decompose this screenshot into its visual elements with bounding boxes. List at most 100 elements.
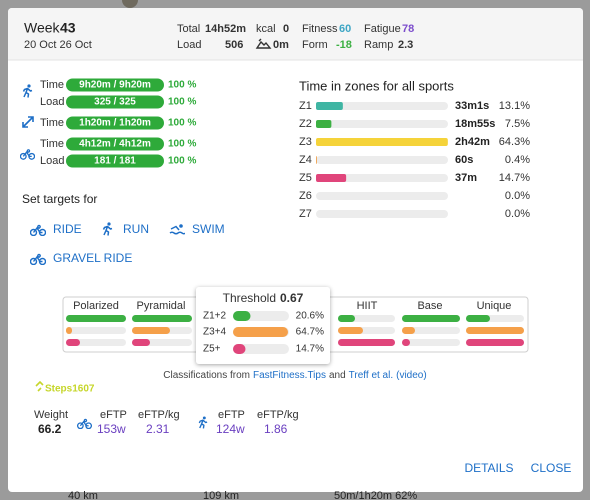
header-bar <box>8 8 583 60</box>
section-title: Set targets for <box>22 192 97 206</box>
metric: 153w <box>97 422 126 436</box>
bar <box>466 339 524 346</box>
target-bar <box>66 78 164 92</box>
header-text: Ramp <box>364 39 393 51</box>
target-percent: 100 % <box>168 139 196 150</box>
bar <box>466 327 524 334</box>
bar <box>402 339 410 346</box>
zone-name: Z2 <box>299 118 312 130</box>
header-text: 0m <box>273 39 289 51</box>
target-bar <box>66 154 164 168</box>
sport-button[interactable]: RUN <box>123 222 149 236</box>
popup-bar <box>233 344 246 354</box>
track <box>402 327 460 334</box>
header-text: 0 <box>283 23 289 35</box>
target-label: Load <box>40 155 64 167</box>
section-title: Time in zones for all sports <box>299 78 454 93</box>
card-title: Unique <box>477 300 512 312</box>
steps-icon <box>35 380 44 392</box>
header-text: 20 Oct 26 Oct <box>24 39 92 51</box>
bar <box>132 339 150 346</box>
target-value: 1h20m / 1h20m <box>79 118 151 129</box>
popup-bar <box>233 327 288 337</box>
header-text: Form <box>302 39 328 51</box>
zone-bar <box>316 138 448 146</box>
zone-percent: 64.3% <box>499 136 530 148</box>
metric: eFTP/kg <box>138 409 180 421</box>
metric: eFTP <box>218 409 245 421</box>
zone-percent: 0.0% <box>505 190 530 202</box>
track <box>66 327 126 334</box>
target-value: 4h12m / 4h12m <box>79 139 151 150</box>
zone-name: Z7 <box>299 208 312 220</box>
metric: Weight <box>34 409 68 421</box>
zone-time: 33m1s <box>455 100 489 112</box>
bar <box>66 339 80 346</box>
zone-time: 2h42m <box>455 136 490 148</box>
popup-track <box>233 344 289 354</box>
background-text: 109 km <box>203 490 239 500</box>
bar <box>402 315 460 322</box>
credit-part: and <box>329 370 346 381</box>
threshold-popup <box>196 287 330 364</box>
header-text: Total <box>177 23 200 35</box>
background-text: 40 km <box>68 490 98 500</box>
popup-title-label: Threshold <box>223 291 276 305</box>
zone-track <box>316 210 448 218</box>
header-text: Fitness <box>302 23 338 35</box>
target-value: 9h20m / 9h20m <box>79 80 151 91</box>
bar <box>132 315 192 322</box>
card-title: HIIT <box>357 300 378 312</box>
elevation-icon <box>255 38 272 49</box>
credit-part: Classifications from <box>163 370 250 381</box>
popup-title: Threshold 0.67 <box>223 291 304 305</box>
target-label: Load <box>40 96 64 108</box>
credit: Classifications from FastFitness.Tips and T… <box>163 370 426 381</box>
bar <box>402 327 415 334</box>
zone-track <box>316 102 448 110</box>
metric: 66.2 <box>38 422 62 436</box>
target-value: 181 / 181 <box>94 156 136 167</box>
sport-button[interactable]: SWIM <box>192 222 225 236</box>
bar <box>338 315 355 322</box>
popup-zone: Z3+4 <box>203 327 227 338</box>
zone-time: 37m <box>455 172 477 184</box>
details-button[interactable]: DETAILS <box>464 461 513 475</box>
close-button[interactable]: CLOSE <box>531 461 572 475</box>
target-label: Time <box>40 117 64 129</box>
header-text: 43 <box>60 20 76 36</box>
popup-bar <box>233 311 251 321</box>
zone-bar <box>316 174 347 182</box>
metric: 124w <box>216 422 245 436</box>
zone-track <box>316 120 448 128</box>
bar <box>66 327 72 334</box>
popup-zone: Z1+2 <box>203 311 227 322</box>
target-value: 325 / 325 <box>94 97 136 108</box>
zone-percent: 14.7% <box>499 172 530 184</box>
header-text: 60 <box>339 23 351 35</box>
credit-part[interactable]: Treff et al. <box>349 370 393 381</box>
header-text: 78 <box>402 23 414 35</box>
target-bar <box>66 95 164 109</box>
metric: 1.86 <box>264 422 288 436</box>
metric: eFTP/kg <box>257 409 299 421</box>
bar <box>466 315 490 322</box>
zone-name: Z3 <box>299 136 312 148</box>
target-label: Time <box>40 79 64 91</box>
zone-name: Z6 <box>299 190 312 202</box>
steps: Steps1607 <box>45 384 95 395</box>
bar <box>132 327 170 334</box>
target-percent: 100 % <box>168 156 196 167</box>
zone-bar <box>316 102 343 110</box>
sport-button[interactable]: RIDE <box>53 222 82 236</box>
background-text: 50m/1h20m 62% <box>334 490 417 500</box>
bar <box>66 315 126 322</box>
target-percent: 100 % <box>168 80 196 91</box>
credit-part[interactable]: FastFitness.Tips <box>253 370 326 381</box>
bar <box>338 339 395 346</box>
target-bar <box>66 137 164 151</box>
credit-part[interactable]: (video) <box>396 370 427 381</box>
metric: eFTP <box>100 409 127 421</box>
sport-button[interactable]: GRAVEL RIDE <box>53 251 132 265</box>
zone-track <box>316 156 448 164</box>
